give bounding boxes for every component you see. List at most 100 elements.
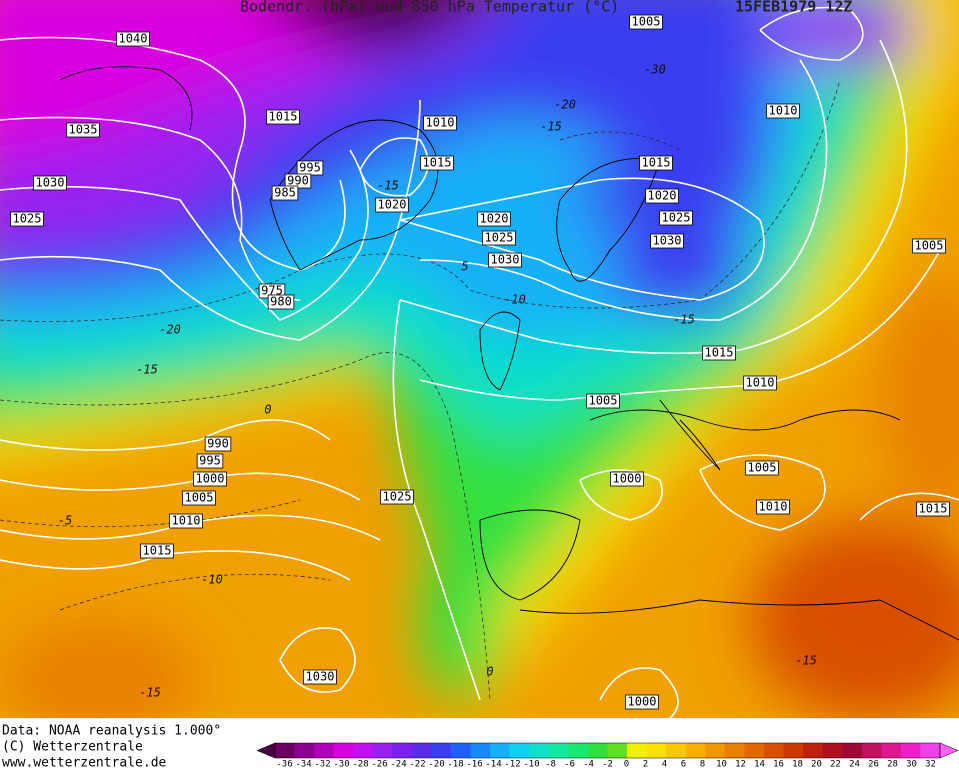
colorbar-tick-label: -36 bbox=[276, 760, 292, 770]
isobar-label-box bbox=[586, 393, 620, 409]
temperature-label: -20 bbox=[159, 323, 181, 337]
isobar-value: 1005 bbox=[632, 15, 661, 29]
isobar-value: 975 bbox=[261, 284, 283, 298]
colorbar-tick-label: 26 bbox=[868, 760, 879, 770]
isobar-label-box bbox=[182, 490, 216, 506]
temperature-label: -20 bbox=[554, 98, 576, 112]
isobar-label: 1020 bbox=[375, 197, 409, 213]
isobar-value: 1005 bbox=[748, 461, 777, 475]
isobar-label: 975 bbox=[258, 284, 286, 299]
colorbar-segment bbox=[744, 743, 765, 758]
isobar-label: 1030 bbox=[33, 175, 67, 191]
copyright: (C) Wetterzentrale bbox=[2, 740, 143, 755]
colorbar-tick-label: -28 bbox=[352, 760, 368, 770]
isobar-value: 995 bbox=[299, 161, 321, 175]
temperature-label: -10 bbox=[201, 573, 223, 587]
isobar-label-box bbox=[66, 122, 100, 138]
colorbar-segment bbox=[861, 743, 882, 758]
isobar-label-box bbox=[271, 185, 299, 201]
colorbar-tick-label: -14 bbox=[485, 760, 501, 770]
colorbar-tick-label: 14 bbox=[754, 760, 765, 770]
temperature-label: 0 bbox=[264, 403, 271, 417]
isobar-label: 1025 bbox=[10, 212, 44, 227]
isobar-value: 1030 bbox=[36, 176, 65, 190]
colorbar-tick-label: 18 bbox=[792, 760, 803, 770]
isobar-value: 1010 bbox=[759, 500, 788, 514]
isobar-label: 1010 bbox=[743, 376, 777, 391]
isobar-label-box bbox=[482, 230, 516, 246]
isobar-label: 1015 bbox=[266, 110, 300, 125]
isobar-value: 1025 bbox=[662, 211, 691, 225]
colorbar-tick-label: 4 bbox=[662, 760, 667, 770]
isobar-label-box bbox=[766, 103, 800, 119]
map-labels: 1040103510301025101599599098597598010101… bbox=[10, 15, 950, 710]
colorbar-tick-label: -10 bbox=[523, 760, 539, 770]
data-source: Data: NOAA reanalysis 1.000° bbox=[2, 724, 221, 739]
isobar-label-box bbox=[196, 453, 224, 469]
isobar-value: 1015 bbox=[143, 544, 172, 558]
isobar-value: 1000 bbox=[196, 472, 225, 486]
colorbar-segment bbox=[372, 743, 393, 758]
isobar-value: 1000 bbox=[613, 472, 642, 486]
isobar-label: 1025 bbox=[659, 211, 693, 226]
colorbar-tick-label: 2 bbox=[643, 760, 648, 770]
colorbar-segment bbox=[548, 743, 569, 758]
isobar-label: 1015 bbox=[916, 502, 950, 517]
colorbar-segment bbox=[920, 743, 941, 758]
colorbar-tick-label: -2 bbox=[602, 760, 613, 770]
colorbar-tick-label: -22 bbox=[409, 760, 425, 770]
isobar-label: 990 bbox=[284, 174, 312, 189]
colorbar-tick-label: -34 bbox=[295, 760, 311, 770]
isobar-value: 1015 bbox=[642, 156, 671, 170]
isobar-label: 995 bbox=[296, 161, 324, 176]
colorbar-tick-label: -8 bbox=[545, 760, 556, 770]
colorbar-tick-label: 22 bbox=[830, 760, 841, 770]
isobar-label-box bbox=[375, 197, 409, 213]
isobar-label: 1005 bbox=[586, 393, 620, 409]
isobar-value: 1015 bbox=[705, 346, 734, 360]
colorbar-tick-label: 16 bbox=[773, 760, 784, 770]
isobar-label: 985 bbox=[271, 185, 299, 201]
isobar-value: 1015 bbox=[423, 156, 452, 170]
colorbar-segment bbox=[587, 743, 608, 758]
colorbar-segment bbox=[470, 743, 491, 758]
isobar-value: 1020 bbox=[648, 189, 677, 203]
colorbar-segment bbox=[627, 743, 648, 758]
isobar-label-box bbox=[193, 471, 227, 487]
colorbar-segment bbox=[509, 743, 530, 758]
temperature-label: -15 bbox=[377, 179, 399, 193]
colorbar-segment bbox=[646, 743, 667, 758]
colorbar-segment bbox=[431, 743, 452, 758]
temperature-label: -10 bbox=[504, 293, 526, 307]
isobar-value: 1000 bbox=[628, 695, 657, 709]
isobar-label: 1000 bbox=[610, 472, 644, 487]
isobar-label-box bbox=[380, 489, 414, 505]
temperature-label: -15 bbox=[540, 120, 562, 134]
isobar-label: 1005 bbox=[182, 490, 216, 506]
isobar-label: 1010 bbox=[169, 513, 203, 529]
isobar-value: 1015 bbox=[269, 110, 298, 124]
temperature-label: -15 bbox=[673, 313, 695, 327]
colorbar-tick-label: 32 bbox=[925, 760, 936, 770]
colorbar-tick-label: -20 bbox=[428, 760, 444, 770]
isobar-label-box bbox=[303, 669, 337, 685]
colorbar-tick-label: 20 bbox=[811, 760, 822, 770]
colorbar-tick-label: 8 bbox=[700, 760, 705, 770]
temperature-label: -5 bbox=[58, 514, 72, 528]
temperature-label: -15 bbox=[139, 686, 161, 700]
isobar-label: 980 bbox=[267, 295, 295, 310]
colorbar-segment bbox=[881, 743, 902, 758]
isobar-label: 1000 bbox=[625, 695, 659, 710]
isobar-label-box bbox=[116, 31, 150, 47]
isobar-value: 1020 bbox=[378, 198, 407, 212]
isobar-label-box bbox=[488, 252, 522, 268]
colorbar-segment bbox=[275, 743, 295, 758]
isobar-label-box bbox=[33, 175, 67, 191]
isobar-label: 1030 bbox=[650, 234, 684, 249]
website: www.wetterzentrale.de bbox=[2, 756, 167, 770]
isobar-value: 1035 bbox=[69, 123, 98, 137]
colorbar-tick-label: -18 bbox=[447, 760, 463, 770]
map-title: Bodendr. (hPa) und 850 hPa Temperatur (°… bbox=[240, 0, 619, 16]
isobar-label-box bbox=[169, 513, 203, 529]
